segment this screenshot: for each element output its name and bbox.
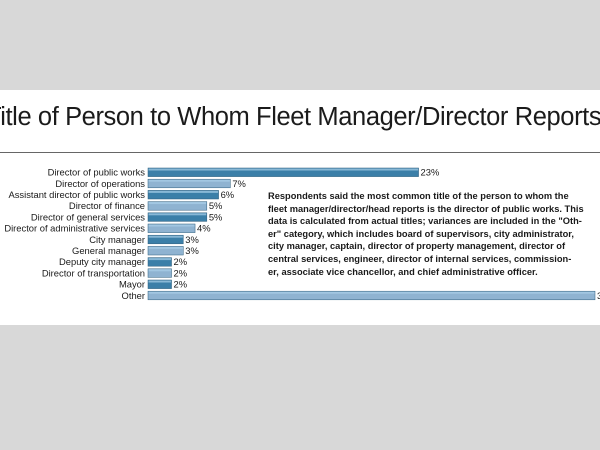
- bar-highlight: [148, 202, 207, 205]
- value-label: 38%: [597, 290, 600, 301]
- category-label: Director of operations: [55, 178, 145, 189]
- note-line: city manager, captain, director of prope…: [268, 241, 566, 252]
- note-line: er, associate vice chancellor, and chief…: [268, 266, 538, 277]
- bar-highlight: [148, 269, 172, 272]
- bar: [147, 290, 596, 301]
- category-label: Other: [122, 290, 145, 301]
- category-label: Mayor: [119, 279, 145, 290]
- value-label: 5%: [209, 211, 223, 222]
- bar: [147, 178, 231, 189]
- note-line: Respondents said the most common title o…: [268, 191, 569, 201]
- value-label: 2%: [174, 267, 188, 278]
- category-label: Director of finance: [69, 200, 145, 211]
- bar-highlight: [148, 179, 230, 182]
- bar-highlight: [148, 291, 595, 294]
- bar-highlight: [148, 224, 195, 227]
- category-label: Assistant director of public works: [8, 189, 145, 200]
- bar: [147, 201, 208, 211]
- category-label: Director of transportation: [42, 267, 145, 278]
- value-label: 6%: [221, 189, 235, 200]
- note-line: data is calculated from actual titles; v…: [268, 216, 582, 227]
- category-label: Deputy city manager: [59, 256, 145, 267]
- bar-highlight: [148, 258, 172, 261]
- category-label: Director of administrative services: [4, 223, 145, 234]
- bar-highlight: [148, 190, 219, 193]
- title-divider: [0, 152, 600, 153]
- value-label: 2%: [174, 279, 188, 290]
- note-line: er" category, which includes board of su…: [268, 228, 574, 239]
- category-label: Director of general services: [31, 211, 145, 222]
- value-label: 2%: [174, 256, 188, 267]
- value-label: 3%: [185, 245, 199, 256]
- bar-highlight: [148, 213, 207, 216]
- note-line: fleet manager/director/head reports is t…: [268, 203, 584, 214]
- note-line: central services, engineer, director of …: [268, 253, 572, 264]
- bar: [147, 246, 184, 256]
- bar: [147, 212, 208, 222]
- category-label: Director of public works: [48, 167, 146, 178]
- bar-highlight: [148, 168, 419, 171]
- bar: [147, 223, 196, 233]
- bar-highlight: [148, 246, 183, 249]
- bar: [147, 234, 184, 245]
- value-label: 23%: [421, 167, 440, 178]
- chart-title: Title of Person to Whom Fleet Manager/Di…: [0, 103, 600, 131]
- value-label: 7%: [232, 178, 246, 189]
- category-label: City manager: [89, 234, 145, 245]
- bar: [147, 268, 172, 278]
- chart-panel: [0, 90, 600, 325]
- bar: [147, 190, 219, 200]
- value-label: 3%: [185, 234, 199, 245]
- bar: [147, 167, 419, 177]
- category-label: General manager: [72, 245, 145, 256]
- bar-highlight: [148, 235, 183, 238]
- value-label: 5%: [209, 200, 223, 211]
- value-label: 4%: [197, 223, 211, 234]
- bar: [147, 279, 172, 289]
- chart-note: Respondents said the most common title o…: [268, 190, 600, 278]
- bar-highlight: [148, 280, 172, 283]
- bar: [147, 257, 172, 267]
